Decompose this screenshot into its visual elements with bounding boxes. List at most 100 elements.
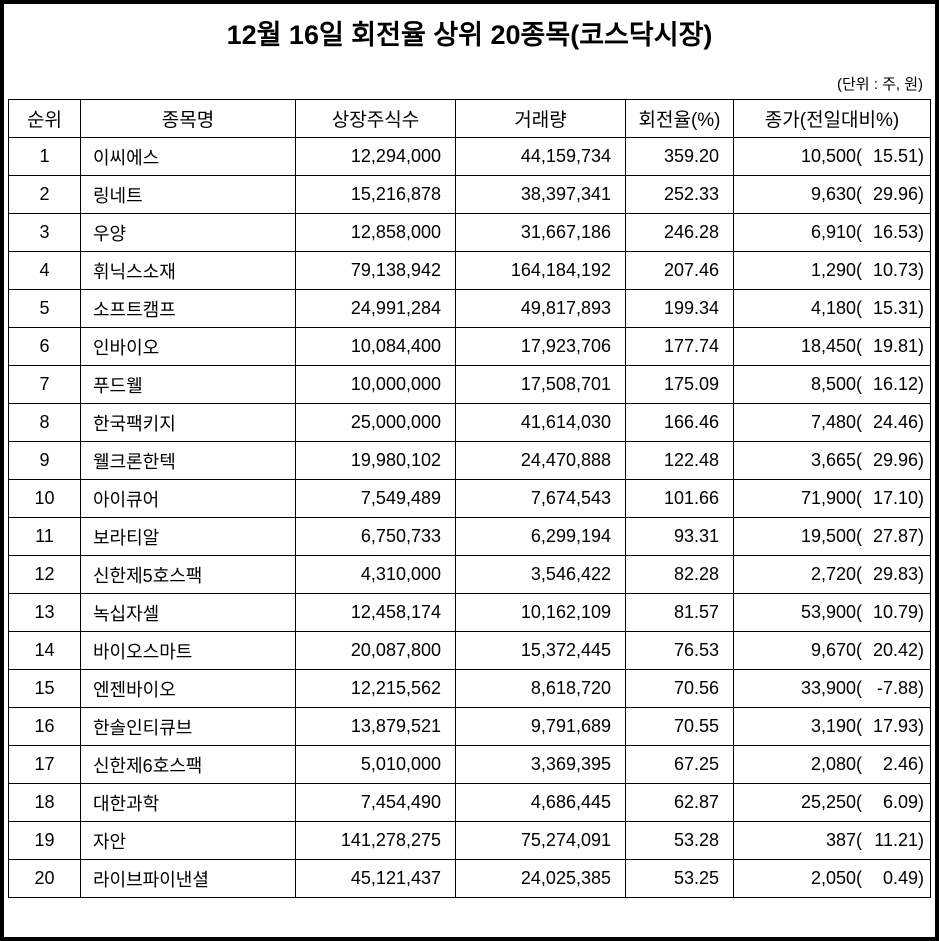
table-row: 16 한솔인티큐브 13,879,521 9,791,689 70.55 3,190(17…	[8, 707, 931, 747]
change-percent: 15.51	[872, 146, 918, 167]
cell-close: 9,630(29.96)	[733, 175, 931, 215]
cell-name: 라이브파이낸셜	[80, 859, 296, 899]
cell-name: 아이큐어	[80, 479, 296, 519]
cell-rank: 7	[8, 365, 81, 405]
close-price: 7,480(	[810, 412, 862, 433]
close-paren: )	[918, 488, 924, 509]
table-row: 17 신한제6호스팩 5,010,000 3,369,395 67.25 2,080(2.…	[8, 745, 931, 785]
cell-turnover: 67.25	[625, 745, 734, 785]
header-turnover: 회전율(%)	[625, 99, 734, 139]
table-row: 6 인바이오 10,084,400 17,923,706 177.74 18,450(19…	[8, 327, 931, 367]
cell-turnover: 101.66	[625, 479, 734, 519]
cell-close: 7,480(24.46)	[733, 403, 931, 443]
cell-shares: 7,549,489	[295, 479, 456, 519]
cell-name: 자안	[80, 821, 296, 861]
cell-rank: 4	[8, 251, 81, 291]
close-price: 53,900(	[800, 602, 862, 623]
cell-close: 25,250(6.09)	[733, 783, 931, 823]
change-percent: 11.21	[874, 830, 918, 851]
cell-volume: 9,791,689	[455, 707, 626, 747]
cell-close: 2,050(0.49)	[733, 859, 931, 899]
cell-shares: 25,000,000	[295, 403, 456, 443]
cell-turnover: 93.31	[625, 517, 734, 557]
change-percent: 2.46	[882, 754, 918, 775]
cell-turnover: 82.28	[625, 555, 734, 595]
table-header-row: 순위 종목명 상장주식수 거래량 회전율(%) 종가(전일대비%)	[8, 99, 931, 139]
change-percent: 6.09	[882, 792, 918, 813]
cell-name: 소프트캠프	[80, 289, 296, 329]
table-row: 18 대한과학 7,454,490 4,686,445 62.87 25,250(6.09…	[8, 783, 931, 823]
cell-name: 신한제5호스팩	[80, 555, 296, 595]
turnover-table: 순위 종목명 상장주식수 거래량 회전율(%) 종가(전일대비%) 1 이씨에스 1…	[8, 99, 931, 899]
close-price: 1,290(	[810, 260, 862, 281]
cell-rank: 9	[8, 441, 81, 481]
cell-name: 대한과학	[80, 783, 296, 823]
close-price: 9,670(	[810, 640, 862, 661]
cell-rank: 20	[8, 859, 81, 899]
change-percent: 20.42	[872, 640, 918, 661]
cell-name: 이씨에스	[80, 137, 296, 177]
cell-shares: 141,278,275	[295, 821, 456, 861]
close-price: 2,080(	[810, 754, 862, 775]
cell-volume: 7,674,543	[455, 479, 626, 519]
cell-name: 한솔인티큐브	[80, 707, 296, 747]
change-percent: 10.73	[872, 260, 918, 281]
cell-rank: 16	[8, 707, 81, 747]
cell-rank: 3	[8, 213, 81, 253]
close-paren: )	[918, 450, 924, 471]
cell-name: 링네트	[80, 175, 296, 215]
cell-close: 19,500(27.87)	[733, 517, 931, 557]
change-percent: 17.10	[872, 488, 918, 509]
cell-close: 6,910(16.53)	[733, 213, 931, 253]
close-price: 18,450(	[800, 336, 862, 357]
cell-close: 387(11.21)	[733, 821, 931, 861]
close-price: 2,720(	[810, 564, 862, 585]
cell-volume: 38,397,341	[455, 175, 626, 215]
close-paren: )	[918, 678, 924, 699]
table-row: 15 엔젠바이오 12,215,562 8,618,720 70.56 33,900(-7…	[8, 669, 931, 709]
table-row: 3 우양 12,858,000 31,667,186 246.28 6,910(16.53…	[8, 213, 931, 253]
cell-name: 바이오스마트	[80, 631, 296, 671]
cell-volume: 3,546,422	[455, 555, 626, 595]
cell-rank: 18	[8, 783, 81, 823]
table-row: 14 바이오스마트 20,087,800 15,372,445 76.53 9,670(2…	[8, 631, 931, 671]
cell-volume: 4,686,445	[455, 783, 626, 823]
close-price: 387(	[825, 830, 862, 851]
close-paren: )	[918, 602, 924, 623]
header-name: 종목명	[80, 99, 296, 139]
table-row: 10 아이큐어 7,549,489 7,674,543 101.66 71,900(17.…	[8, 479, 931, 519]
cell-volume: 164,184,192	[455, 251, 626, 291]
cell-volume: 41,614,030	[455, 403, 626, 443]
cell-shares: 15,216,878	[295, 175, 456, 215]
cell-rank: 15	[8, 669, 81, 709]
cell-turnover: 199.34	[625, 289, 734, 329]
cell-close: 2,080(2.46)	[733, 745, 931, 785]
cell-turnover: 81.57	[625, 593, 734, 633]
cell-turnover: 53.25	[625, 859, 734, 899]
cell-rank: 6	[8, 327, 81, 367]
close-paren: )	[918, 526, 924, 547]
cell-close: 71,900( 17.10)	[733, 479, 931, 519]
cell-close: 33,900(-7.88)	[733, 669, 931, 709]
close-price: 71,900(	[800, 488, 862, 509]
cell-name: 녹십자셀	[80, 593, 296, 633]
cell-name: 신한제6호스팩	[80, 745, 296, 785]
close-paren: )	[918, 146, 924, 167]
change-percent: 17.93	[872, 716, 918, 737]
header-volume: 거래량	[455, 99, 626, 139]
cell-close: 9,670(20.42)	[733, 631, 931, 671]
cell-turnover: 359.20	[625, 137, 734, 177]
change-percent: 29.96	[872, 450, 918, 471]
cell-volume: 17,508,701	[455, 365, 626, 405]
cell-rank: 1	[8, 137, 81, 177]
cell-volume: 49,817,893	[455, 289, 626, 329]
cell-name: 휘닉스소재	[80, 251, 296, 291]
close-paren: )	[918, 336, 924, 357]
cell-turnover: 76.53	[625, 631, 734, 671]
cell-name: 인바이오	[80, 327, 296, 367]
cell-turnover: 122.48	[625, 441, 734, 481]
cell-name: 한국팩키지	[80, 403, 296, 443]
cell-turnover: 70.56	[625, 669, 734, 709]
cell-volume: 3,369,395	[455, 745, 626, 785]
